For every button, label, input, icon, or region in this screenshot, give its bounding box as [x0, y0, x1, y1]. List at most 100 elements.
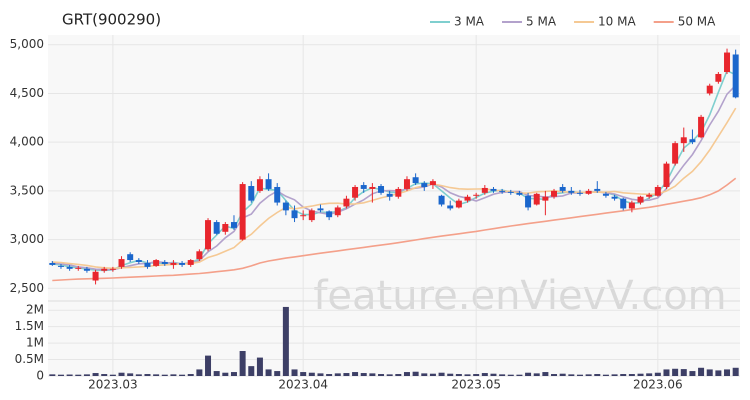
legend-label: 3 MA — [454, 15, 485, 29]
candle-body — [334, 207, 341, 216]
candle-body — [127, 254, 134, 261]
volume-bar — [57, 374, 64, 376]
volume-bar — [706, 369, 713, 376]
candle-body — [248, 186, 255, 201]
legend-label: 50 MA — [678, 15, 716, 29]
candle-body — [239, 184, 246, 240]
volume-bar — [144, 374, 151, 376]
candle-body — [343, 198, 350, 207]
volume-bar — [602, 374, 609, 376]
y-tick-label: 4,000 — [10, 135, 44, 149]
candle-body — [300, 215, 307, 217]
volume-bar — [66, 374, 73, 376]
candle-body — [724, 52, 731, 73]
volume-bar — [135, 374, 142, 376]
plot-background — [48, 35, 740, 376]
volume-tick-label: 2M — [26, 303, 44, 317]
volume-bar — [732, 367, 739, 376]
volume-bar — [724, 369, 731, 376]
volume-bar — [170, 374, 177, 376]
volume-bar — [153, 374, 160, 376]
candle-body — [395, 188, 402, 197]
volume-bar — [715, 370, 722, 376]
candle-body — [205, 220, 212, 250]
candle-body — [352, 186, 359, 198]
volume-bar — [672, 368, 679, 376]
volume-bar — [274, 371, 281, 376]
candle-body — [507, 191, 514, 193]
volume-bar — [127, 373, 134, 376]
x-tick-label: 2023.04 — [278, 378, 328, 392]
volume-bar — [473, 374, 480, 376]
candle-body — [447, 205, 454, 209]
volume-bar — [352, 372, 359, 376]
volume-bar — [438, 372, 445, 376]
volume-bar — [559, 373, 566, 376]
ma-line — [52, 177, 737, 282]
candle-body — [646, 194, 653, 197]
volume-bar — [282, 306, 289, 376]
candle-body — [135, 260, 142, 263]
candle-body — [654, 186, 661, 196]
candle-body — [282, 202, 289, 211]
y-tick-label: 3,500 — [10, 183, 44, 197]
y-tick-label: 3,000 — [10, 232, 44, 246]
candle-body — [101, 268, 108, 271]
candle-body — [568, 190, 575, 193]
candle-body — [317, 208, 324, 211]
volume-bar — [499, 374, 506, 376]
volume-bar — [386, 374, 393, 376]
volume-bar — [378, 374, 385, 376]
candle-body — [732, 54, 739, 98]
candle-body — [680, 137, 687, 144]
volume-bar — [101, 374, 108, 376]
volume-bar — [585, 374, 592, 376]
volume-bar — [248, 366, 255, 376]
volume-tick-label: 1.5M — [15, 319, 44, 333]
x-tick-label: 2023.05 — [451, 378, 501, 392]
volume-bar — [421, 373, 428, 376]
candle-body — [715, 73, 722, 82]
volume-bar — [646, 373, 653, 376]
volume-bar — [698, 367, 705, 376]
volume-bar — [611, 374, 618, 376]
volume-bar — [568, 374, 575, 376]
volume-bar — [265, 369, 272, 376]
legend-label: 10 MA — [598, 15, 636, 29]
volume-bar — [369, 373, 376, 376]
candle-body — [473, 194, 480, 196]
candle-body — [499, 190, 506, 192]
candle-body — [291, 210, 298, 219]
volume-bar — [291, 369, 298, 376]
volume-bar — [92, 373, 99, 376]
candle-body — [438, 195, 445, 205]
volume-bar — [403, 372, 410, 376]
volume-bar — [213, 371, 220, 376]
volume-bar — [533, 373, 540, 376]
volume-bar — [620, 374, 627, 376]
volume-bar — [447, 373, 454, 376]
volume-bar — [689, 371, 696, 376]
volume-bar — [343, 373, 350, 376]
volume-bar — [196, 369, 203, 376]
candle-body — [230, 222, 237, 228]
volume-bar — [542, 372, 549, 376]
x-tick-label: 2023.03 — [88, 378, 138, 392]
volume-bar — [75, 374, 82, 376]
candle-body — [516, 192, 523, 195]
volume-tick-label: 1M — [26, 336, 44, 350]
chart-title: GRT(900290) — [62, 11, 161, 29]
candle-body — [66, 266, 73, 269]
candle-body — [706, 85, 713, 94]
volume-bar — [161, 374, 168, 376]
watermark: feature.enVievV.com — [313, 273, 726, 319]
volume-bar — [308, 372, 315, 376]
volume-bar — [83, 374, 90, 376]
volume-bar — [490, 373, 497, 376]
candle-body — [533, 193, 540, 205]
candle-body — [490, 188, 497, 191]
candle-body — [628, 202, 635, 209]
candle-body — [369, 186, 376, 189]
volume-bar — [637, 373, 644, 376]
